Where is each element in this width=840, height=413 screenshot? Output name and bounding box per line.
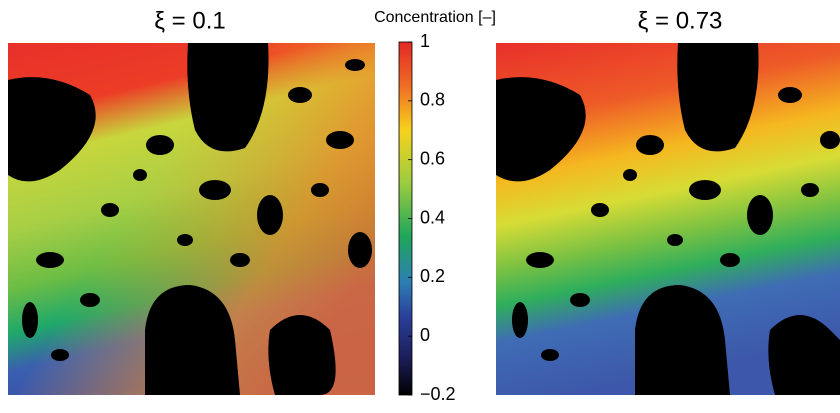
panel-right xyxy=(496,43,840,395)
colorbar-label: Concentration [–] xyxy=(374,9,496,26)
panel-left xyxy=(8,43,375,395)
tick-label: −0.2 xyxy=(420,384,456,404)
tick-label: 0 xyxy=(420,325,430,345)
tick-label: 1 xyxy=(420,31,430,51)
tick-label: 0.8 xyxy=(420,90,445,110)
obstacles xyxy=(8,43,372,395)
tick-label: 0.6 xyxy=(420,148,445,168)
panel-title: ξ = 0.1 xyxy=(154,7,225,34)
obstacles xyxy=(496,43,840,395)
tick-label: 0.4 xyxy=(420,207,445,227)
tick-label: 0.2 xyxy=(420,266,445,286)
panel-title: ξ = 0.73 xyxy=(638,7,723,34)
